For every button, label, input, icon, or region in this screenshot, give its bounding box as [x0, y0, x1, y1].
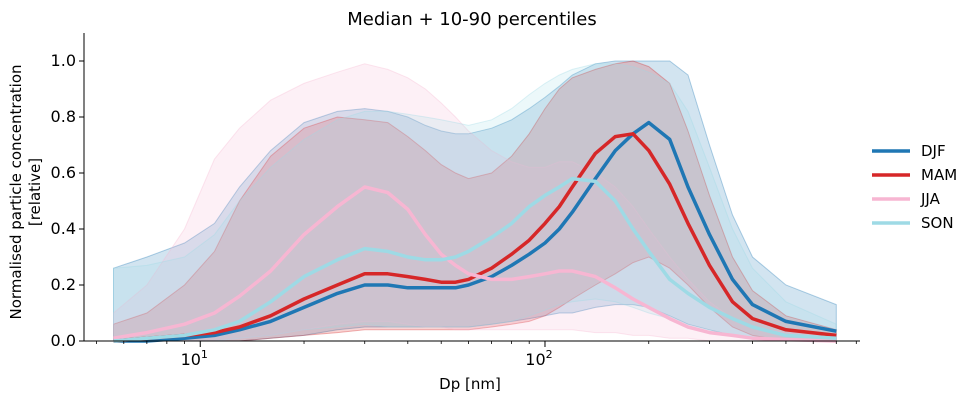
- median-line-son: [113, 176, 837, 343]
- y-tick-label: 0.6: [51, 163, 76, 182]
- y-tick-label: 0.8: [51, 107, 76, 126]
- legend-label-son: SON: [921, 214, 954, 232]
- median-line-jja: [113, 185, 837, 343]
- y-tick-label: 0.0: [51, 331, 76, 350]
- x-tick-label: 101: [181, 348, 208, 369]
- percentile-bands: [113, 60, 837, 342]
- median-line-mam: [113, 132, 837, 343]
- median-lines: [113, 120, 837, 343]
- axes: [83, 33, 860, 342]
- median-line-djf: [113, 120, 837, 343]
- y-axis-label-line2: [relative]: [26, 158, 44, 226]
- legend: DJF MAM JJA SON: [872, 142, 957, 232]
- y-axis-label-line1: Normalised particle concentration: [7, 65, 25, 320]
- legend-label-jja: JJA: [920, 190, 941, 208]
- legend-label-mam: MAM: [921, 166, 957, 184]
- legend-label-djf: DJF: [921, 142, 946, 160]
- x-tick-label: 102: [525, 348, 552, 369]
- x-axis-label: Dp [nm]: [439, 375, 501, 393]
- y-tick-label: 0.4: [51, 219, 76, 238]
- y-tick-label: 0.2: [51, 275, 76, 294]
- y-tick-label: 1.0: [51, 51, 76, 70]
- chart-title: Median + 10-90 percentiles: [347, 9, 596, 30]
- ticks: 0.0 0.2 0.4 0.6 0.8 1.0 101 102: [51, 51, 857, 369]
